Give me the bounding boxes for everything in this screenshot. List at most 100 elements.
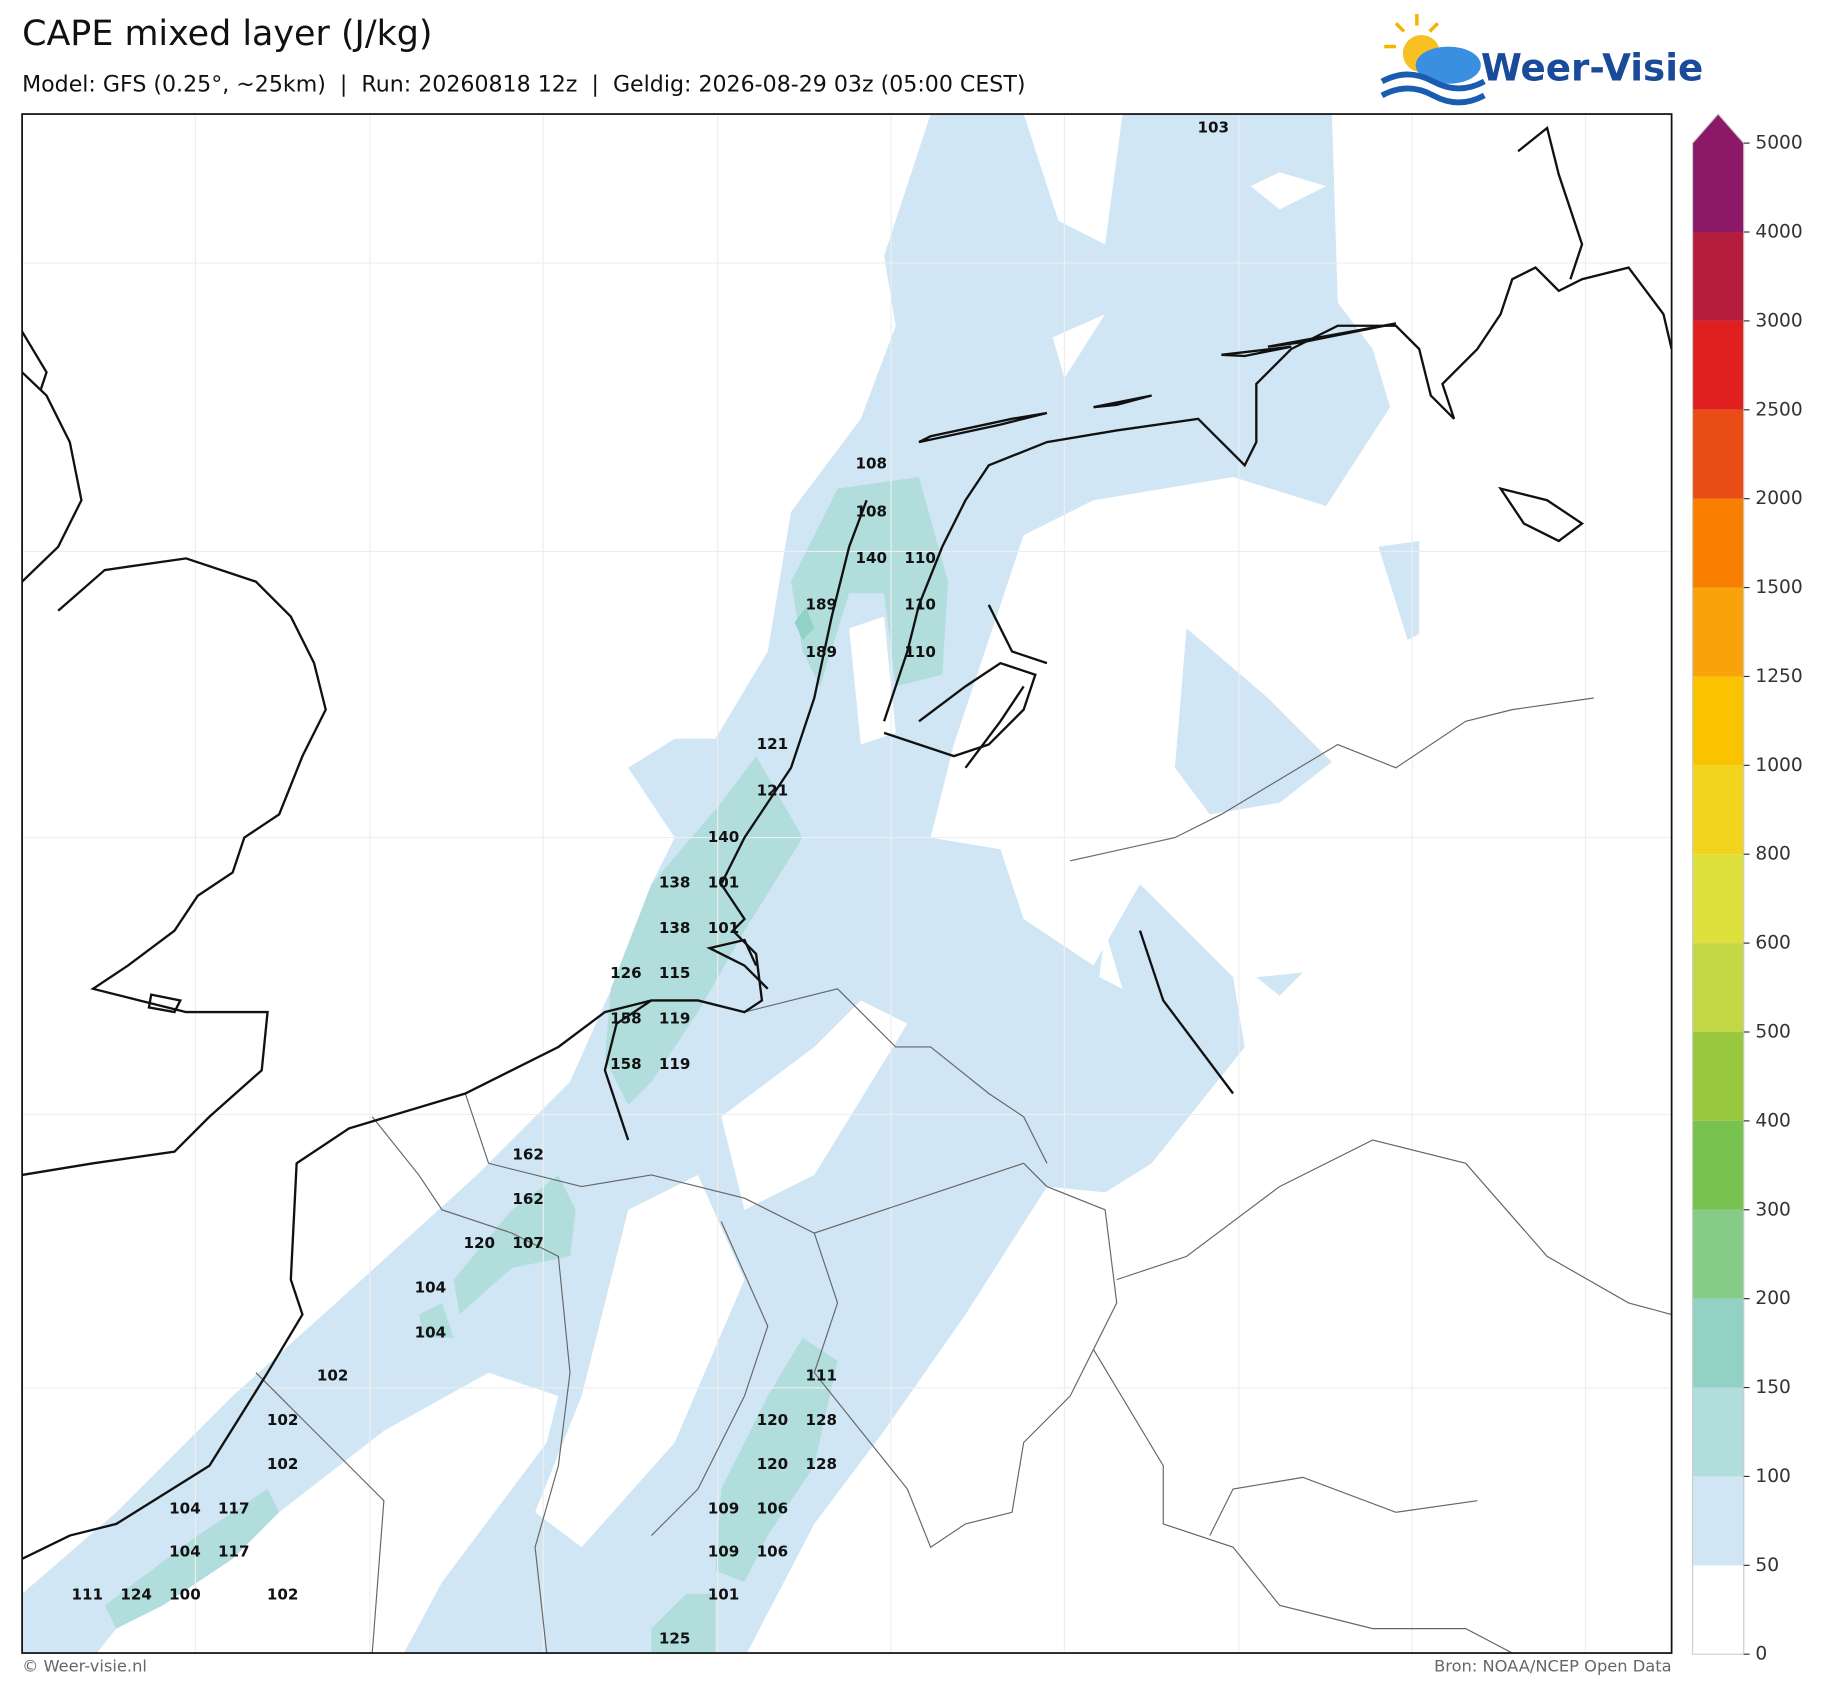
cape-label: 102 [267, 1585, 299, 1603]
colorbar-bin [1692, 320, 1744, 410]
cape-label: 138 [659, 919, 691, 937]
cape-label: 115 [659, 964, 691, 982]
colorbar-bin [1692, 1565, 1744, 1655]
colorbar-tick-label: 500 [1755, 1021, 1791, 1042]
cape-label: 101 [708, 873, 740, 891]
cape-label: 125 [659, 1630, 691, 1648]
borders [255, 697, 1672, 1654]
colorbar-tick-label: 150 [1755, 1377, 1791, 1398]
colorbar-bin [1692, 232, 1744, 321]
cape-label: 110 [904, 549, 936, 567]
colorbar-tick-label: 50 [1755, 1555, 1779, 1576]
cape-label: 126 [610, 964, 642, 982]
cape-label: 104 [169, 1542, 201, 1560]
cape-label: 110 [904, 643, 936, 661]
cape-label: 117 [218, 1542, 250, 1560]
cape-label: 111 [71, 1585, 103, 1603]
colorbar-tick-label: 1250 [1755, 666, 1802, 687]
map: 103 108 108 140 110 189 110 189 110 121 121 140 138 1… [22, 114, 1672, 1654]
cape-label: 104 [415, 1324, 447, 1342]
cape-label: 120 [757, 1411, 789, 1429]
cape-label: 140 [708, 828, 740, 846]
footer-left: © Weer-visie.nl [22, 1657, 147, 1676]
colorbar-tick-label: 3000 [1755, 310, 1802, 331]
colorbar-outline [1691, 113, 1745, 1655]
cape-label: 106 [757, 1499, 789, 1517]
cape-label: 120 [463, 1234, 495, 1252]
cape-label: 120 [757, 1455, 789, 1473]
logo-text: Weer-Visie [1481, 45, 1703, 89]
cape-label: 104 [169, 1499, 201, 1517]
cape-label: 102 [267, 1411, 299, 1429]
cape-label: 189 [805, 643, 837, 661]
colorbar-tick-label: 300 [1755, 1199, 1791, 1220]
cape-label: 109 [708, 1499, 740, 1517]
logo: Weer-Visie [1380, 13, 1703, 106]
graticule [22, 114, 1672, 1654]
cape-label: 103 [1198, 119, 1230, 137]
title: CAPE mixed layer (J/kg) [22, 14, 432, 54]
cape-label: 101 [708, 1585, 740, 1603]
coastlines [22, 125, 1672, 1560]
cape-label: 104 [415, 1278, 447, 1296]
cape-label: 108 [856, 455, 888, 473]
cape-label: 106 [757, 1542, 789, 1560]
colorbar-bin [1692, 498, 1744, 588]
colorbar-bin [1692, 114, 1744, 233]
cape-label: 189 [805, 595, 837, 613]
colorbar-tick-label: 0 [1755, 1644, 1767, 1665]
cape-label: 102 [317, 1367, 349, 1385]
cape-label: 158 [610, 1055, 642, 1073]
colorbar-tick-label: 5000 [1755, 133, 1802, 154]
cape-label: 162 [512, 1190, 544, 1208]
cape-label: 107 [512, 1234, 544, 1252]
colorbar-bin [1692, 1476, 1744, 1566]
cape-label: 128 [805, 1411, 837, 1429]
cape-label: 121 [757, 782, 789, 800]
colorbar-bin [1692, 1298, 1744, 1388]
cape-label: 109 [708, 1542, 740, 1560]
cape-label: 128 [805, 1455, 837, 1473]
colorbar-bin [1692, 854, 1744, 944]
cape-label: 108 [856, 502, 888, 520]
cape-label: 119 [659, 1055, 691, 1073]
colorbar-bin [1692, 943, 1744, 1032]
cape-label: 117 [218, 1499, 250, 1517]
colorbar-bin [1692, 1209, 1744, 1299]
cape-label: 140 [856, 549, 888, 567]
cape-label: 162 [512, 1146, 544, 1164]
colorbar-tick-label: 2500 [1755, 399, 1802, 420]
colorbar-tick-label: 2000 [1755, 488, 1802, 509]
cape-label: 124 [120, 1585, 152, 1603]
colorbar-bin [1692, 587, 1744, 677]
colorbar: 0 50 100 150 200 300 400 500 600 800 1000 1250 1500 2… [1691, 113, 1803, 1665]
colorbar-bin [1692, 676, 1744, 766]
footer-right: Bron: NOAA/NCEP Open Data [1434, 1657, 1672, 1676]
colorbar-tick-label: 400 [1755, 1110, 1791, 1131]
cape-label: 110 [904, 595, 936, 613]
cape-label: 101 [708, 919, 740, 937]
colorbar-bin [1692, 1387, 1744, 1477]
cape-label: 111 [805, 1367, 837, 1385]
colorbar-bin [1692, 409, 1744, 499]
cape-label: 119 [659, 1010, 691, 1028]
colorbar-tick-label: 4000 [1755, 222, 1802, 243]
colorbar-bin [1692, 765, 1744, 855]
cape-label: 138 [659, 873, 691, 891]
colorbar-tick-label: 100 [1755, 1466, 1791, 1487]
cape-label: 100 [169, 1585, 201, 1603]
colorbar-bin [1692, 1031, 1744, 1121]
colorbar-tick-label: 800 [1755, 844, 1791, 865]
colorbar-tick-label: 1500 [1755, 577, 1802, 598]
subtitle: Model: GFS (0.25°, ~25km) | Run: 2026081… [22, 71, 1025, 97]
value-labels: 103 108 108 140 110 189 110 189 110 121 121 140 138 1… [71, 119, 1229, 1648]
map-frame [21, 113, 1673, 1654]
cape-label: 158 [610, 1010, 642, 1028]
colorbar-tick-label: 1000 [1755, 755, 1802, 776]
cape-label: 121 [757, 735, 789, 753]
colorbar-tick-label: 600 [1755, 933, 1791, 954]
colorbar-tick-label: 200 [1755, 1288, 1791, 1309]
colorbar-bin [1692, 1120, 1744, 1210]
